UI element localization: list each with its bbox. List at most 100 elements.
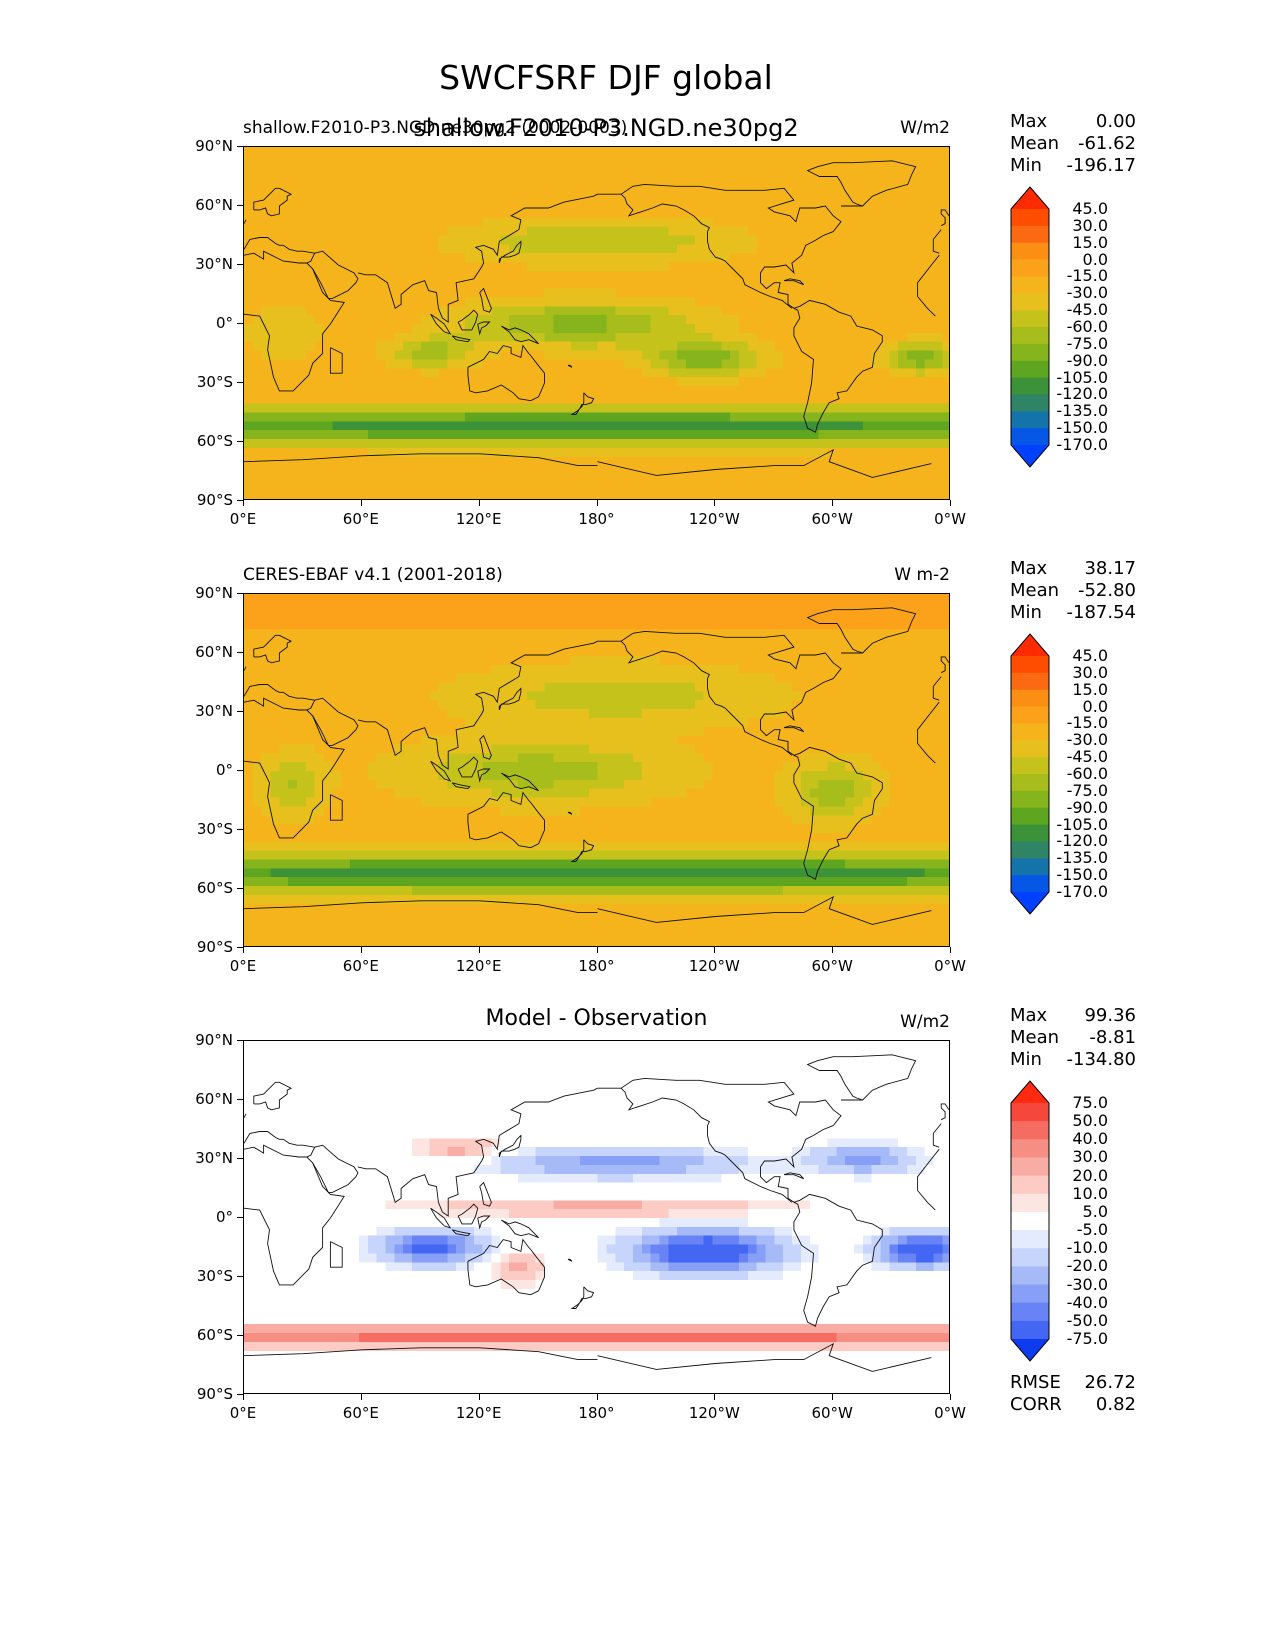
field-cell xyxy=(730,700,740,710)
field-cell xyxy=(518,235,528,245)
field-cell xyxy=(305,315,316,325)
field-cell xyxy=(845,191,855,201)
field-cell xyxy=(668,208,678,219)
field-cell xyxy=(535,200,546,210)
field-cell xyxy=(270,253,280,263)
field-cell xyxy=(694,385,705,396)
field-cell xyxy=(915,341,926,352)
field-cell xyxy=(686,191,696,201)
field-cell xyxy=(465,691,475,701)
field-cell xyxy=(323,235,333,245)
field-cell xyxy=(862,350,873,360)
field-cell xyxy=(571,602,581,613)
field-cell xyxy=(465,638,475,648)
field-cell xyxy=(871,200,882,210)
field-cell xyxy=(341,315,351,325)
field-cell xyxy=(827,682,837,692)
field-cell xyxy=(712,244,722,254)
field-cell xyxy=(341,262,351,272)
field-cell xyxy=(800,430,811,440)
field-cell xyxy=(703,394,714,405)
field-cell xyxy=(792,717,802,728)
field-cell xyxy=(332,270,342,281)
field-cell xyxy=(358,465,369,476)
field-cell xyxy=(358,200,369,210)
field-cell xyxy=(659,691,669,701)
field-cell xyxy=(438,191,448,201)
field-cell xyxy=(712,492,722,499)
field-cell xyxy=(588,664,599,675)
field-cell xyxy=(526,368,537,378)
field-cell xyxy=(730,385,740,396)
field-cell xyxy=(376,439,387,449)
field-cell xyxy=(889,717,899,728)
field-cell xyxy=(853,492,864,499)
field-cell xyxy=(279,253,289,263)
field-cell xyxy=(385,602,395,613)
field-cell xyxy=(862,173,873,183)
field-cell xyxy=(880,341,890,352)
field-cell xyxy=(526,483,537,493)
field-cell xyxy=(739,691,749,701)
field-cell xyxy=(898,412,908,422)
field-cell xyxy=(792,155,802,166)
field-cell xyxy=(305,762,316,772)
field-cell xyxy=(871,324,882,334)
field-cell xyxy=(358,655,369,666)
field-cell xyxy=(376,474,387,484)
field-cell xyxy=(350,779,360,790)
field-cell xyxy=(641,483,652,493)
field-cell xyxy=(827,182,837,192)
field-cell xyxy=(739,602,749,613)
field-cell xyxy=(624,439,634,449)
field-cell xyxy=(650,288,661,299)
field-cell xyxy=(429,368,440,378)
field-cell xyxy=(668,164,678,175)
field-cell xyxy=(323,682,333,692)
field-cell xyxy=(244,412,254,422)
field-cell xyxy=(739,735,749,746)
field-cell xyxy=(783,226,793,237)
field-cell xyxy=(341,465,351,476)
field-cell xyxy=(518,403,528,414)
field-cell xyxy=(659,492,669,499)
field-cell xyxy=(323,465,333,476)
field-cell xyxy=(465,439,475,449)
field-cell xyxy=(562,638,572,648)
field-cell xyxy=(252,182,263,192)
field-cell xyxy=(588,717,599,728)
field-cell xyxy=(376,394,387,405)
field-cell xyxy=(862,492,873,499)
field-cell xyxy=(650,456,661,467)
field-cell xyxy=(721,638,731,648)
field-cell xyxy=(650,200,661,210)
field-cell xyxy=(553,244,563,254)
field-cell xyxy=(244,717,254,728)
field-cell xyxy=(562,208,572,219)
field-cell xyxy=(933,368,943,378)
field-cell xyxy=(403,350,413,360)
field-cell xyxy=(252,394,263,405)
field-cell xyxy=(526,682,537,692)
field-cell xyxy=(836,691,846,701)
field-cell xyxy=(942,270,949,281)
field-cell xyxy=(571,288,581,299)
field-cell xyxy=(341,341,351,352)
field-cell xyxy=(429,439,440,449)
field-cell xyxy=(420,709,431,719)
field-cell xyxy=(509,403,519,414)
field-cell xyxy=(518,629,528,639)
field-cell xyxy=(907,771,917,781)
field-cell xyxy=(535,332,546,343)
field-cell xyxy=(288,744,298,754)
field-cell xyxy=(606,279,616,290)
field-cell xyxy=(747,235,758,245)
field-cell xyxy=(818,147,829,157)
field-cell xyxy=(889,226,899,237)
field-cell xyxy=(588,244,599,254)
field-cell xyxy=(491,377,501,387)
field-cell xyxy=(924,270,935,281)
field-cell xyxy=(500,412,510,422)
field-cell xyxy=(712,673,722,684)
field-cell xyxy=(632,735,643,746)
